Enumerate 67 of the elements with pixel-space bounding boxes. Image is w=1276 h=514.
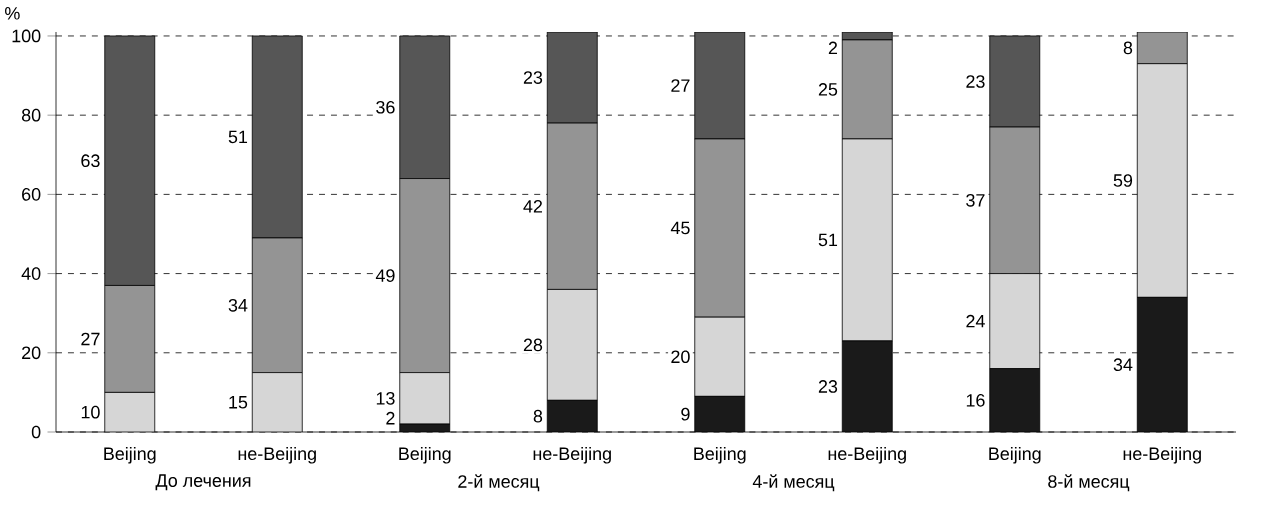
data-label: 10 <box>81 405 100 419</box>
x-tick-label: Beijing <box>694 446 746 464</box>
data-label: 23 <box>523 71 543 84</box>
x-tick-label: Beijing <box>399 446 451 464</box>
data-label: 51 <box>228 130 248 144</box>
bar <box>694 31 746 140</box>
bar <box>842 340 893 432</box>
bar <box>989 273 1041 370</box>
data-label: 15 <box>229 396 248 409</box>
bar <box>399 372 451 425</box>
data-label: 25 <box>818 83 838 96</box>
data-label: 16 <box>966 393 985 407</box>
data-label: 9 <box>681 407 690 421</box>
y-axis-title: % <box>5 7 20 20</box>
data-label: 27 <box>671 79 690 92</box>
x-tick-label: не-Beijing <box>238 446 316 464</box>
bar <box>694 396 745 432</box>
bar <box>989 368 1040 432</box>
bar <box>251 35 303 239</box>
x-tick-label: не-Beijing <box>533 446 611 464</box>
data-label: 24 <box>966 314 985 328</box>
data-label: 63 <box>81 154 100 168</box>
data-label: 45 <box>670 221 690 235</box>
bar <box>252 372 303 432</box>
text: До лечения <box>155 474 251 491</box>
data-label: 8 <box>1123 41 1133 55</box>
y-tick-label: 80 <box>21 108 41 122</box>
y-tick-label: 40 <box>21 267 41 280</box>
x-tick-label: не-Beijing <box>828 446 906 464</box>
x-tick-label: Beijing <box>989 446 1041 464</box>
y-tick-label: 20 <box>22 346 41 360</box>
data-label: 49 <box>375 269 395 282</box>
data-label: 34 <box>228 298 248 312</box>
text: 8-й месяц <box>1048 474 1130 492</box>
bar <box>546 289 598 401</box>
data-label: 23 <box>966 75 985 88</box>
y-tick-label: 0 <box>31 425 41 439</box>
data-label: 2 <box>386 411 395 425</box>
data-label: 2 <box>828 41 838 55</box>
bar <box>547 400 598 432</box>
text: 4-й месяц <box>752 474 835 492</box>
x-tick-label: Beijing <box>104 446 156 464</box>
bar <box>1136 63 1188 298</box>
y-tick-label: 100 <box>12 29 41 43</box>
bar <box>104 392 155 432</box>
bar <box>1136 296 1188 432</box>
data-label: 8 <box>533 409 543 423</box>
data-label: 20 <box>671 350 690 364</box>
data-label: 59 <box>1113 174 1133 187</box>
y-tick-label: 60 <box>22 188 41 201</box>
data-label: 27 <box>81 332 100 346</box>
data-label: 23 <box>818 380 838 393</box>
data-label: 37 <box>966 193 985 207</box>
data-label: 36 <box>376 100 395 114</box>
bar <box>694 316 746 397</box>
bar <box>989 35 1041 128</box>
data-label: 34 <box>1113 358 1133 372</box>
x-tick-label: не-Beijing <box>1123 446 1201 464</box>
data-label: 13 <box>376 391 395 405</box>
bar <box>546 31 598 124</box>
data-label: 42 <box>523 199 542 213</box>
bar <box>104 35 156 286</box>
data-label: 28 <box>523 338 543 352</box>
bar <box>841 138 893 342</box>
data-label: 51 <box>818 233 838 247</box>
bar <box>399 35 451 179</box>
text: 2-й месяц <box>458 474 540 492</box>
